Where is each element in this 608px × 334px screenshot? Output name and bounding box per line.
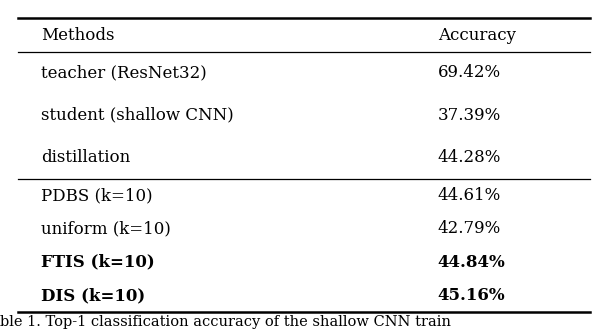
Text: uniform (k=10): uniform (k=10) xyxy=(41,220,171,237)
Text: 37.39%: 37.39% xyxy=(438,107,501,124)
Text: Methods: Methods xyxy=(41,27,115,43)
Text: 45.16%: 45.16% xyxy=(438,287,505,304)
Text: teacher (ResNet32): teacher (ResNet32) xyxy=(41,64,207,81)
Text: PDBS (k=10): PDBS (k=10) xyxy=(41,187,153,204)
Text: FTIS (k=10): FTIS (k=10) xyxy=(41,254,155,271)
Text: DIS (k=10): DIS (k=10) xyxy=(41,287,145,304)
Text: 44.28%: 44.28% xyxy=(438,149,501,166)
Text: student (shallow CNN): student (shallow CNN) xyxy=(41,107,234,124)
Text: distillation: distillation xyxy=(41,149,131,166)
Text: 69.42%: 69.42% xyxy=(438,64,501,81)
Text: ble 1. Top-1 classification accuracy of the shallow CNN train: ble 1. Top-1 classification accuracy of … xyxy=(0,315,451,329)
Text: 44.61%: 44.61% xyxy=(438,187,501,204)
Text: Accuracy: Accuracy xyxy=(438,27,516,43)
Text: 44.84%: 44.84% xyxy=(438,254,505,271)
Text: 42.79%: 42.79% xyxy=(438,220,501,237)
